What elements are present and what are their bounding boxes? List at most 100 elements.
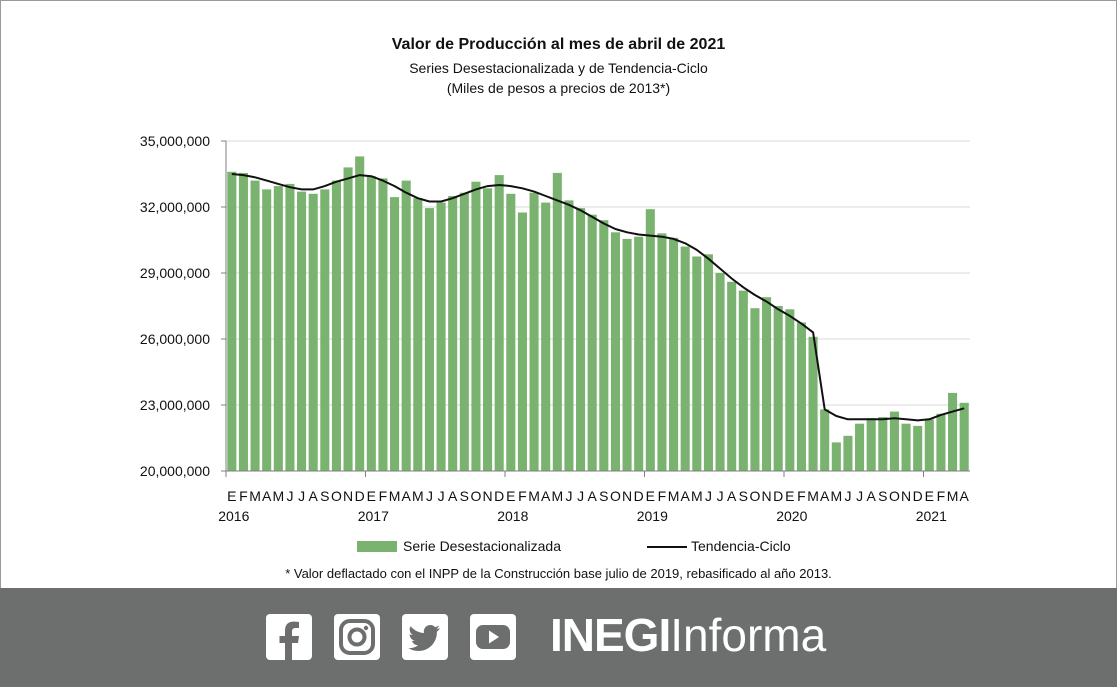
- x-month-label: F: [239, 488, 248, 504]
- x-month-label: M: [528, 488, 540, 504]
- x-month-label: A: [262, 488, 272, 504]
- bar: [843, 435, 853, 471]
- bar: [738, 290, 748, 471]
- bar: [901, 423, 911, 471]
- bar: [448, 196, 458, 471]
- x-month-label: A: [867, 488, 877, 504]
- x-month-label: M: [412, 488, 424, 504]
- x-month-label: N: [343, 488, 353, 504]
- legend-bar-swatch: [357, 541, 397, 552]
- x-month-label: D: [634, 488, 644, 504]
- y-tick-label: 26,000,000: [140, 331, 210, 347]
- bar: [692, 256, 702, 471]
- x-month-label: S: [878, 488, 887, 504]
- bar: [680, 246, 690, 471]
- bar: [657, 233, 667, 471]
- legend-line-label: Tendencia-Ciclo: [691, 538, 791, 554]
- bar: [401, 180, 411, 471]
- bar: [459, 192, 469, 471]
- bar: [297, 191, 307, 471]
- bar: [785, 309, 795, 471]
- bar: [669, 237, 679, 471]
- x-year-label: 2021: [916, 508, 947, 524]
- x-month-label: M: [249, 488, 261, 504]
- bar: [424, 208, 434, 471]
- x-year-label: 2018: [497, 508, 528, 524]
- x-month-label: N: [762, 488, 772, 504]
- x-month-label: E: [367, 488, 376, 504]
- bar: [285, 183, 295, 471]
- x-month-label: A: [309, 488, 319, 504]
- bar: [541, 202, 551, 471]
- x-month-label: N: [622, 488, 632, 504]
- y-tick-label: 23,000,000: [140, 397, 210, 413]
- x-month-label: E: [506, 488, 515, 504]
- x-month-label: A: [727, 488, 737, 504]
- x-month-label: M: [947, 488, 959, 504]
- instagram-icon[interactable]: [334, 614, 380, 660]
- y-axis-ticks: 20,000,000 23,000,000 26,000,000 29,000,000…: [140, 133, 226, 479]
- twitter-icon[interactable]: [402, 614, 448, 660]
- y-tick-label: 20,000,000: [140, 463, 210, 479]
- x-month-label: J: [286, 488, 293, 504]
- bar: [948, 392, 958, 471]
- x-month-label: J: [438, 488, 445, 504]
- x-month-label: J: [844, 488, 851, 504]
- x-month-label: O: [749, 488, 760, 504]
- bar: [820, 409, 830, 471]
- x-month-label: J: [426, 488, 433, 504]
- bar: [750, 308, 760, 471]
- bar: [471, 181, 481, 471]
- x-month-label: E: [925, 488, 934, 504]
- bar: [436, 202, 446, 471]
- x-month-label: J: [717, 488, 724, 504]
- bar: [703, 254, 713, 471]
- x-month-label: F: [518, 488, 527, 504]
- bar: [959, 402, 969, 471]
- x-month-label: S: [599, 488, 608, 504]
- facebook-icon[interactable]: [266, 614, 312, 660]
- x-month-label: O: [610, 488, 621, 504]
- x-month-label: D: [355, 488, 365, 504]
- x-month-label: M: [389, 488, 401, 504]
- bar-series: [227, 156, 969, 472]
- x-month-label: O: [889, 488, 900, 504]
- bar: [808, 336, 818, 471]
- youtube-icon[interactable]: [470, 614, 516, 660]
- chart-plot: 20,000,000 23,000,000 26,000,000 29,000,000…: [140, 133, 970, 524]
- x-month-label: M: [668, 488, 680, 504]
- x-month-label: N: [483, 488, 493, 504]
- bar: [250, 180, 260, 471]
- bar: [762, 297, 772, 471]
- x-month-label: M: [272, 488, 284, 504]
- x-month-label: J: [577, 488, 584, 504]
- x-month-label: S: [320, 488, 329, 504]
- bar: [343, 167, 353, 471]
- bar: [552, 172, 562, 471]
- y-tick-label: 32,000,000: [140, 199, 210, 215]
- x-month-label: E: [646, 488, 655, 504]
- y-tick-label: 29,000,000: [140, 265, 210, 281]
- bar: [308, 193, 318, 472]
- bar: [331, 180, 341, 471]
- legend: Serie Desestacionalizada Tendencia-Ciclo: [0, 538, 1117, 558]
- x-month-label: A: [588, 488, 598, 504]
- bar: [645, 209, 655, 471]
- x-month-label: S: [460, 488, 469, 504]
- x-month-label: A: [541, 488, 551, 504]
- bar: [262, 189, 272, 471]
- bar: [913, 425, 923, 471]
- x-year-label: 2019: [637, 508, 668, 524]
- bar: [494, 175, 504, 471]
- x-month-label: E: [785, 488, 794, 504]
- chart-units-subtitle: (Miles de pesos a precios de 2013*): [446, 80, 671, 96]
- x-month-label: F: [797, 488, 806, 504]
- bar: [855, 423, 865, 471]
- footnote: * Valor deflactado con el INPP de la Con…: [285, 566, 832, 581]
- bar: [390, 197, 400, 471]
- bar: [610, 232, 620, 471]
- bar: [273, 186, 283, 471]
- x-month-label: J: [298, 488, 305, 504]
- y-tick-label: 35,000,000: [140, 133, 210, 149]
